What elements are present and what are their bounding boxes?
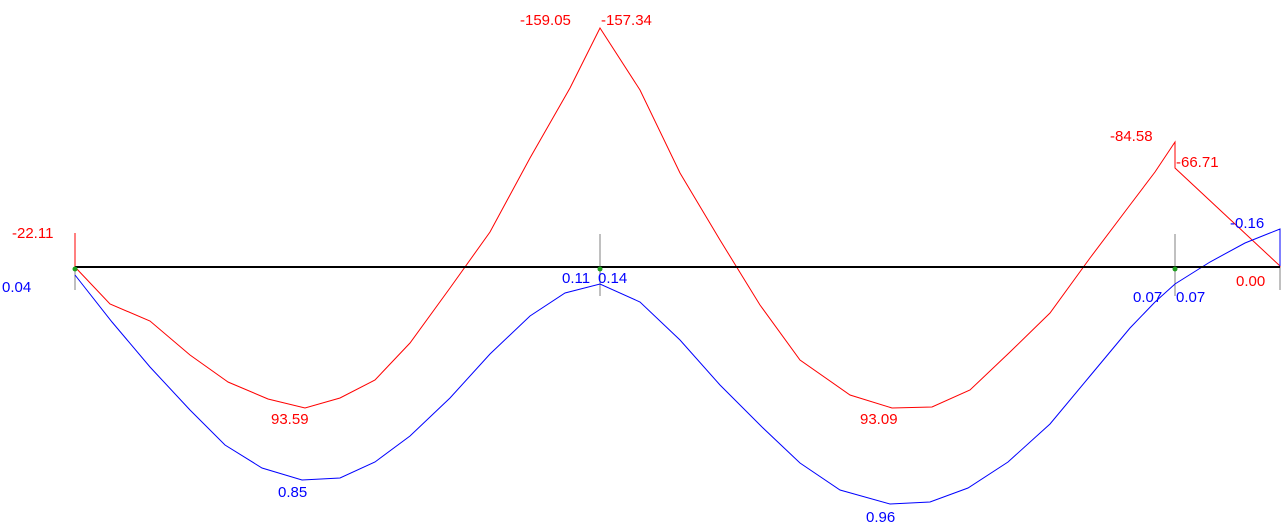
supports — [74, 234, 1281, 296]
moment-label-span2-max: 93.09 — [860, 411, 898, 428]
deflection-label-support2-left: 0.07 — [1133, 289, 1162, 306]
moment-diagram-curve — [74, 26, 1281, 409]
deflection-label-span1-max: 0.85 — [278, 484, 307, 501]
support-nodes — [72, 266, 1178, 272]
deflection-label-support1-left: 0.11 — [562, 270, 590, 287]
moment-label-span1-max: 93.59 — [271, 411, 309, 428]
deflection-label-support2-right: 0.07 — [1176, 289, 1205, 306]
deflection-labels: 0.04 0.85 0.11 0.14 0.96 0.07 0.07 -0.16 — [2, 215, 1264, 526]
node-interior-2 — [1172, 266, 1178, 272]
moment-label-support2-right: -66.71 — [1176, 154, 1219, 171]
moment-labels: -22.11 93.59 -159.05 -157.34 93.09 -84.5… — [12, 12, 1276, 428]
moment-label-support1-left: -159.05 — [520, 12, 571, 29]
moment-label-right-end-bg — [1234, 271, 1276, 288]
deflection-label-support1-right: 0.14 — [598, 270, 627, 287]
deflection-label-right-end: -0.16 — [1230, 215, 1264, 232]
moment-label-support1-right: -157.34 — [601, 12, 652, 29]
moment-label-left-end: -22.11 — [12, 225, 53, 242]
deflection-label-left-end: 0.04 — [2, 279, 31, 296]
moment-label-support2-left: -84.58 — [1110, 128, 1153, 145]
deflection-diagram-curve — [74, 228, 1281, 505]
node-interior-1 — [597, 266, 603, 272]
deflection-label-span2-max: 0.96 — [866, 509, 895, 526]
node-left — [72, 266, 78, 272]
moment-label-right-end: 0.00 — [1236, 273, 1265, 290]
